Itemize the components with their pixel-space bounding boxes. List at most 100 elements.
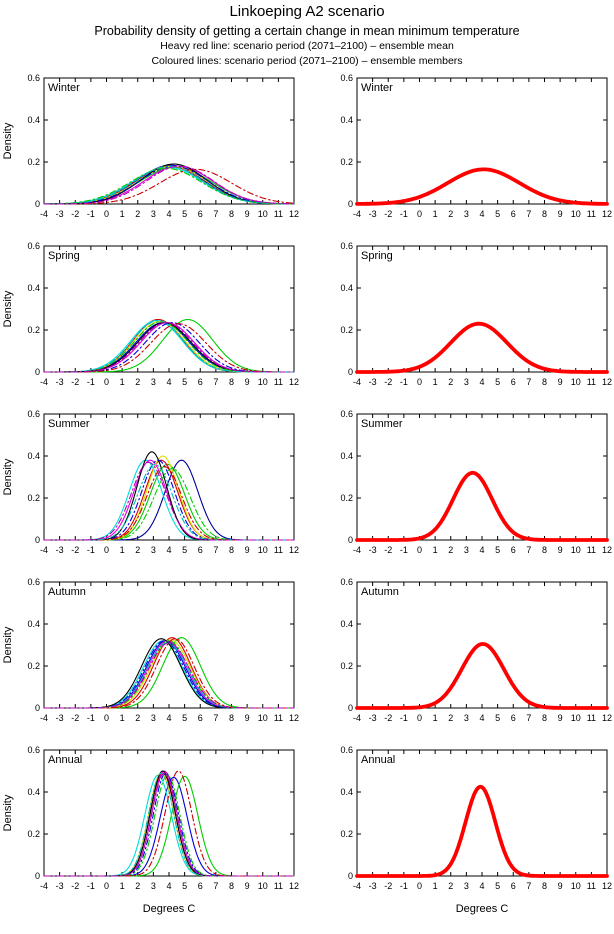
- x-tick-label: -4: [353, 881, 361, 891]
- x-tick-label: 3: [464, 713, 469, 723]
- x-tick-label: 8: [542, 545, 547, 555]
- y-tick-label: 0.6: [27, 409, 40, 419]
- y-tick-label: 0.2: [27, 661, 40, 671]
- curve-member-02: [43, 463, 295, 541]
- x-tick-label: -2: [71, 545, 79, 555]
- panel-winter-ensemble-members: -4 -3 -2 -1 0 1 2 3 4 5 6 7 8 9 10 11 1200.20.40.6Winter…: [2, 73, 299, 219]
- x-tick-label: 9: [558, 209, 563, 219]
- curve-ensemble-mean: [355, 321, 609, 374]
- x-tick-label: 1: [433, 881, 438, 891]
- x-tick-label: 5: [495, 545, 500, 555]
- x-tick-label: 9: [558, 377, 563, 387]
- x-tick-label: -2: [71, 881, 79, 891]
- curve-member-04: [43, 166, 295, 205]
- x-tick-label: 3: [151, 377, 156, 387]
- x-tick-label: -1: [400, 377, 408, 387]
- x-tick-label: 9: [558, 545, 563, 555]
- subplot-row-summer: -4 -3 -2 -1 0 1 2 3 4 5 6 7 8 9 10 11 12 0 0.2 0.4 0.6 Summer…: [0, 406, 614, 574]
- curve-member-08: [43, 321, 295, 373]
- curve-member-03: [43, 165, 295, 205]
- axes-box: [43, 413, 295, 541]
- x-tick-label: -3: [369, 881, 377, 891]
- x-tick-label: 8: [229, 209, 234, 219]
- x-tick-label: 5: [495, 881, 500, 891]
- x-tick-label: 7: [213, 881, 218, 891]
- x-tick-label: 0: [104, 713, 109, 723]
- x-tick-label: 8: [229, 881, 234, 891]
- y-tick-label: 0.6: [27, 745, 40, 755]
- y-tick-label: 0.2: [340, 829, 353, 839]
- x-tick-label: 7: [213, 377, 218, 387]
- x-tick-label: 12: [289, 713, 299, 723]
- x-tick-label: 6: [511, 209, 516, 219]
- x-tick-label: 0: [417, 713, 422, 723]
- x-tick-label: 0: [104, 209, 109, 219]
- curve-ensemble-mean: [355, 167, 609, 206]
- x-tick-label: -2: [71, 209, 79, 219]
- y-tick-label: 0.6: [340, 745, 353, 755]
- curve-member-07: [43, 163, 295, 205]
- y-tick-label: 0.4: [340, 787, 353, 797]
- x-axis-label: Degrees C: [143, 903, 196, 915]
- y-axis-label: Density: [2, 626, 14, 663]
- x-tick-label: 2: [135, 377, 140, 387]
- x-tick-label: -3: [56, 545, 64, 555]
- y-tick-label: 0.2: [27, 325, 40, 335]
- season-label: Spring: [361, 250, 393, 262]
- x-tick-label: -4: [353, 545, 361, 555]
- y-tick-label: 0.2: [340, 157, 353, 167]
- y-tick-label: 0: [35, 871, 40, 881]
- season-label: Winter: [361, 82, 393, 94]
- x-tick-label: 1: [433, 545, 438, 555]
- x-tick-label: 3: [464, 545, 469, 555]
- y-tick-label: 0.2: [340, 325, 353, 335]
- y-axis-label: Density: [2, 458, 14, 495]
- x-tick-label: -1: [87, 545, 95, 555]
- x-tick-label: 5: [182, 713, 187, 723]
- x-tick-label: -2: [71, 713, 79, 723]
- x-tick-label: 3: [151, 545, 156, 555]
- x-tick-label: 2: [135, 209, 140, 219]
- subplot-row-winter: -4 -3 -2 -1 0 1 2 3 4 5 6 7 8 9 10 11 12 0 0.2 0.4 0.6 Winter…: [0, 70, 614, 238]
- x-tick-label: 3: [151, 881, 156, 891]
- x-tick-label: 2: [135, 713, 140, 723]
- x-tick-label: -3: [369, 209, 377, 219]
- x-tick-label: 4: [166, 545, 171, 555]
- curve-member-05: [43, 165, 295, 205]
- x-tick-label: -4: [353, 377, 361, 387]
- axes-box: [43, 749, 295, 877]
- x-tick-label: 2: [135, 881, 140, 891]
- season-label: Autumn: [48, 586, 86, 598]
- curve-ensemble-mean: [355, 641, 609, 710]
- y-tick-label: 0.6: [340, 73, 353, 83]
- x-tick-label: 9: [245, 545, 250, 555]
- panel-annual-ensemble-members: -4 -3 -2 -1 0 1 2 3 4 5 6 7 8 9 10 11 1200.20.40.6Annual…: [2, 745, 299, 915]
- axes-box: [356, 245, 608, 373]
- x-tick-label: 1: [433, 713, 438, 723]
- x-tick-label: 0: [104, 377, 109, 387]
- x-tick-label: 11: [587, 545, 596, 555]
- x-tick-label: 10: [571, 713, 581, 723]
- x-tick-label: 4: [479, 545, 484, 555]
- season-label: Summer: [361, 418, 403, 430]
- y-tick-label: 0: [348, 871, 353, 881]
- x-tick-label: -3: [56, 209, 64, 219]
- axes-box: [356, 77, 608, 205]
- x-tick-label: 10: [258, 881, 268, 891]
- season-label: Annual: [361, 754, 395, 766]
- y-tick-label: 0.4: [340, 619, 353, 629]
- axes-box: [43, 245, 295, 373]
- x-tick-label: 3: [151, 209, 156, 219]
- season-label: Annual: [48, 754, 82, 766]
- subplot-row-autumn: -4 -3 -2 -1 0 1 2 3 4 5 6 7 8 9 10 11 12 0 0.2 0.4 0.6 Autumn…: [0, 574, 614, 742]
- x-tick-label: 0: [417, 209, 422, 219]
- x-tick-label: -1: [87, 377, 95, 387]
- subplot-row-spring: -4 -3 -2 -1 0 1 2 3 4 5 6 7 8 9 10 11 12 0 0.2 0.4 0.6 Spring…: [0, 238, 614, 406]
- x-tick-label: -2: [384, 377, 392, 387]
- y-tick-label: 0: [348, 367, 353, 377]
- x-tick-label: 6: [511, 881, 516, 891]
- x-tick-label: 8: [542, 377, 547, 387]
- y-tick-label: 0.4: [340, 115, 353, 125]
- x-tick-label: 11: [274, 713, 283, 723]
